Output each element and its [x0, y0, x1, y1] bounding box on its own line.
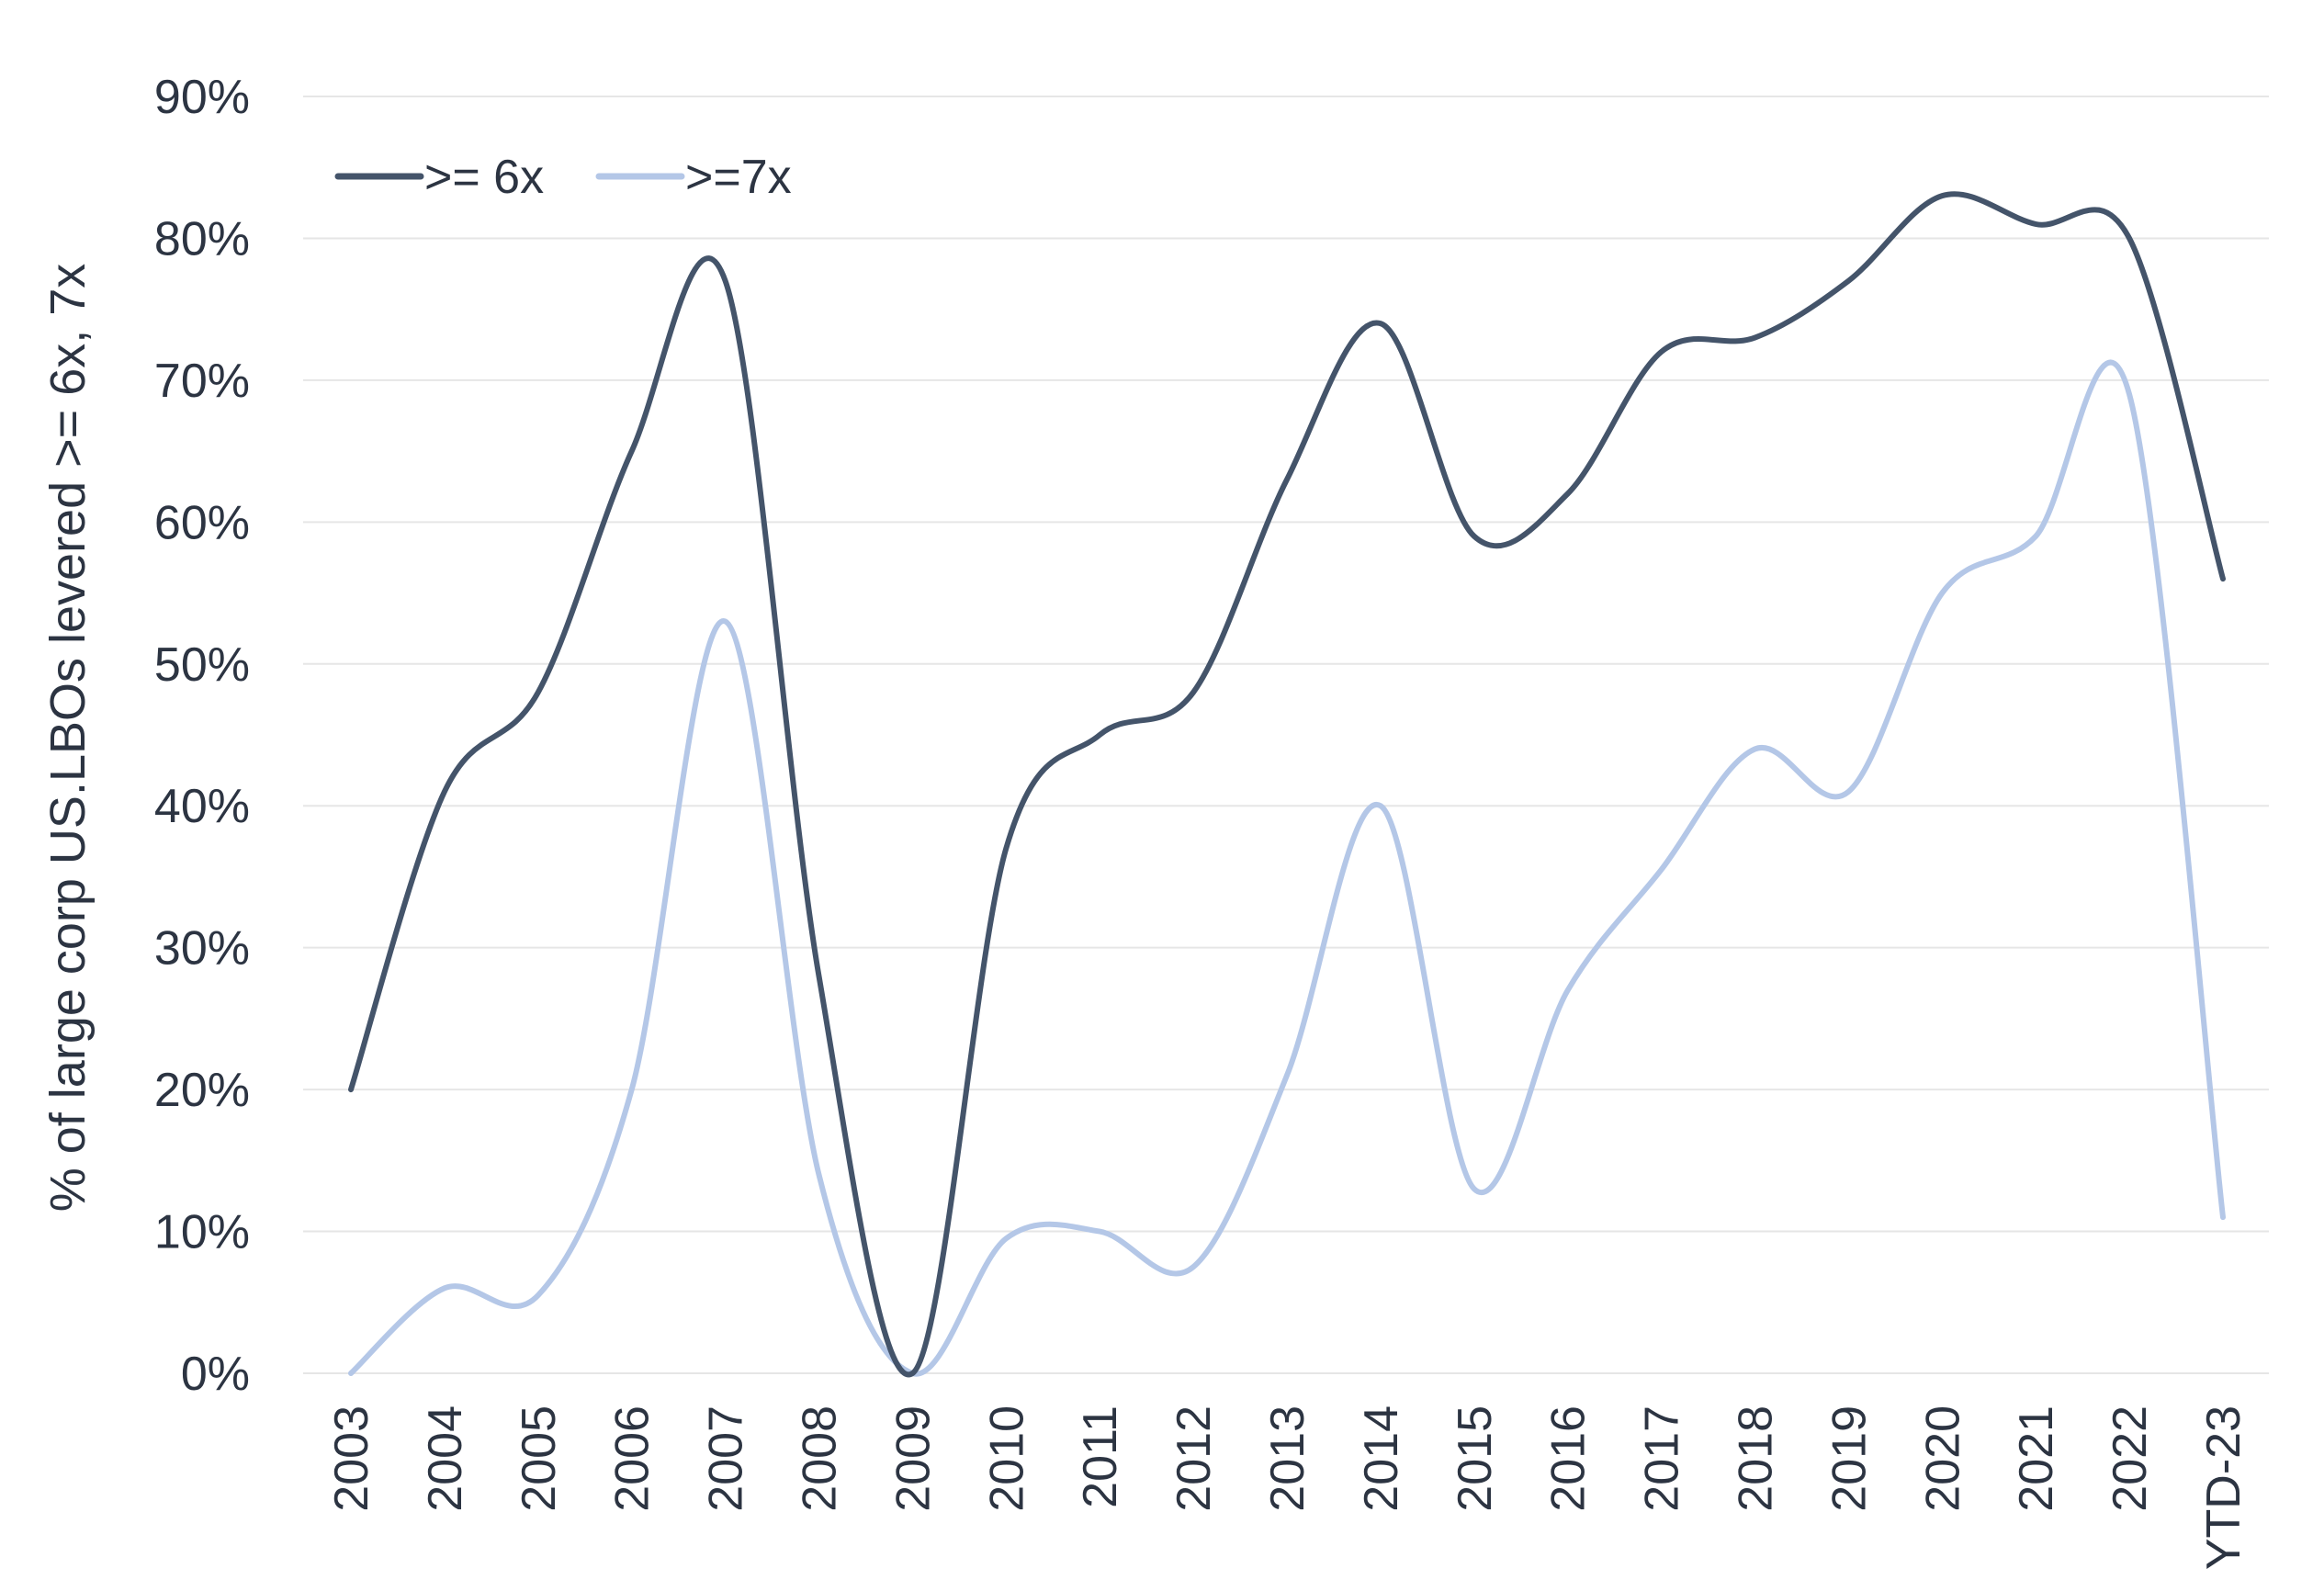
x-tick-label: 2010 [980, 1405, 1033, 1512]
x-tick-label: 2021 [2010, 1405, 2063, 1512]
y-tick-label: 30% [154, 922, 250, 976]
y-tick-label: 40% [154, 780, 250, 833]
y-tick-label: 20% [154, 1064, 250, 1117]
x-tick-label: 2019 [1822, 1405, 1876, 1512]
y-tick-label: 60% [154, 496, 250, 549]
x-tick-label: 2005 [513, 1405, 566, 1512]
x-tick-label: YTD-23 [2197, 1405, 2251, 1570]
x-tick-label: 2022 [2104, 1405, 2157, 1512]
y-tick-label: 0% [181, 1348, 250, 1401]
x-tick-label: 2017 [1636, 1405, 1689, 1512]
x-tick-label: 2009 [886, 1405, 940, 1512]
x-tick-label: 2003 [325, 1405, 378, 1512]
y-axis-ticks: 0% 10% 20% 30% 40% 50% 60% 70% 80% 90% [154, 71, 250, 1401]
series-line-1 [348, 359, 2226, 1377]
x-tick-label: 2013 [1261, 1405, 1314, 1512]
legend: >= 6x >=7x [334, 151, 792, 204]
x-tick-label: 2014 [1355, 1405, 1408, 1512]
legend-label-1: >=7x [685, 151, 792, 204]
y-tick-label: 90% [154, 71, 250, 124]
series-line-0 [348, 191, 2226, 1378]
legend-label-0: >= 6x [424, 151, 544, 204]
x-tick-label: 2012 [1168, 1405, 1221, 1512]
gridlines [303, 96, 2269, 1374]
x-tick-label: 2004 [419, 1405, 472, 1512]
x-tick-label: 2020 [1916, 1405, 1969, 1512]
x-tick-label: 2016 [1542, 1405, 1596, 1512]
x-axis-ticks: 2003 2004 2005 2006 2007 2008 2009 2010 2011 2012… [325, 1405, 2251, 1570]
x-tick-label: 2018 [1730, 1405, 1783, 1512]
y-axis-title: % of large corp US.LBOs levered >= 6x, 7… [40, 264, 96, 1213]
y-tick-label: 50% [154, 638, 250, 692]
series-lines [348, 191, 2226, 1378]
x-tick-label: 2011 [1074, 1405, 1127, 1508]
y-tick-label: 80% [154, 212, 250, 265]
x-tick-label: 2015 [1449, 1405, 1502, 1512]
x-tick-label: 2008 [794, 1405, 847, 1512]
y-tick-label: 70% [154, 355, 250, 408]
x-tick-label: 2006 [606, 1405, 660, 1512]
y-tick-label: 10% [154, 1206, 250, 1259]
x-tick-label: 2007 [700, 1405, 753, 1512]
